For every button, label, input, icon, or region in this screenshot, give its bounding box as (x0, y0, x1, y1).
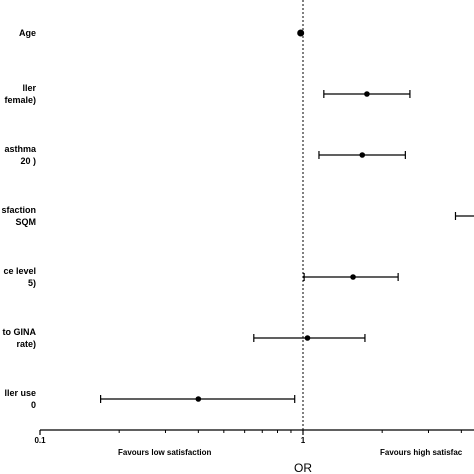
point-estimate-4 (350, 274, 356, 280)
estimates (100, 29, 474, 403)
row-labels: Age ller female) asthma 20 ) sfaction SQM ce le… (1, 28, 37, 410)
row-label-3-line-0: sfaction (1, 205, 36, 215)
point-estimate-2 (359, 152, 366, 158)
point-estimate-1 (364, 91, 370, 97)
row-label-2-line-1: 20 ) (20, 156, 36, 166)
row-label-1-line-1: female) (4, 95, 36, 105)
row-label-6-line-0: ller use (4, 388, 36, 398)
row-label-0-line-0: Age (19, 28, 36, 38)
x-tick-label-1: 1 (301, 436, 306, 445)
point-estimate-6 (195, 396, 202, 402)
row-label-4-line-0: ce level (3, 266, 36, 276)
row-label-6-line-1: 0 (31, 400, 36, 410)
favours-low-annotation: Favours low satisfaction (118, 448, 211, 457)
row-label-5-line-1: rate) (16, 339, 36, 349)
row-label-3-line-1: SQM (15, 217, 36, 227)
x-tick-label-0: 0.1 (34, 436, 46, 445)
point-estimate-0 (297, 29, 305, 37)
row-label-5-line-0: to GINA (3, 327, 37, 337)
row-label-1-line-0: ller (22, 83, 36, 93)
row-label-2-line-0: asthma (4, 144, 37, 154)
x-axis: 0.1 1 (34, 429, 474, 445)
row-label-4-line-1: 5) (28, 278, 36, 288)
favours-high-annotation: Favours high satisfac (380, 448, 463, 457)
point-estimate-5 (304, 335, 311, 341)
x-axis-title: OR (294, 461, 312, 474)
